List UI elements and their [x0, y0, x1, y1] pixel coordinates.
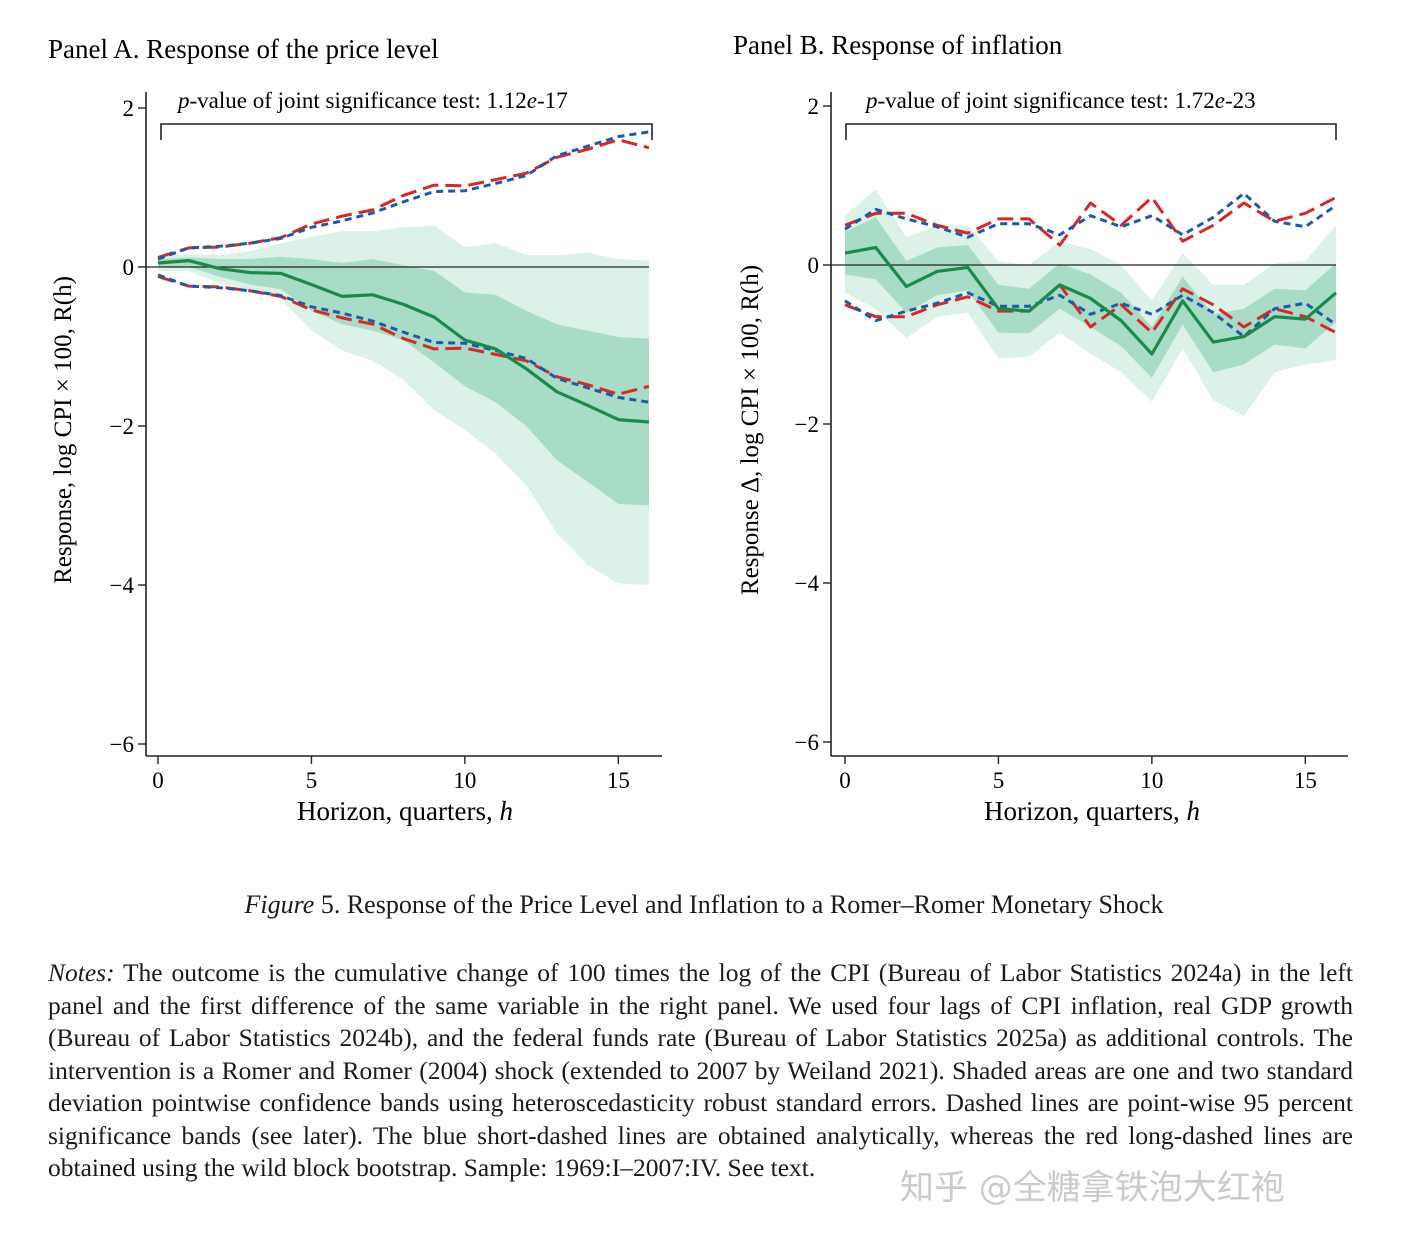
panel-b-xtick-label: 0 [839, 768, 851, 793]
panel-b-ytick-label: 2 [808, 94, 820, 119]
panel-b-xtick-label: 15 [1294, 768, 1317, 793]
panel-b-point-estimate [844, 245, 1338, 356]
panel-a-xtick-label: 10 [453, 768, 476, 793]
panel-a-xtick-label: 0 [152, 768, 164, 793]
panel-b-xtick-label: 5 [993, 768, 1005, 793]
panel-b-pvalue: p-value of joint significance test: 1.72… [864, 88, 1256, 113]
panel-a-xlabel-text: Horizon, quarters, [297, 796, 499, 826]
panel-b-bracket [845, 123, 1337, 140]
panel-a-point-estimate [157, 259, 650, 424]
panel-b-xtick-label: 10 [1140, 768, 1163, 793]
panel-a-title: Panel A. Response of the price level [48, 34, 439, 64]
panel-a-xtick-label: 5 [306, 768, 318, 793]
panel-a-ytick-label: −4 [110, 573, 135, 598]
panel-a-xlabel: Horizon, quarters, h [297, 796, 513, 826]
figure-notes: Notes: The outcome is the cumulative cha… [48, 957, 1353, 1185]
panel-a-pvalue: p-value of joint significance test: 1.12… [176, 88, 568, 113]
panel-a-ylabel: Response, log CPI × 100, R(h) [50, 276, 77, 584]
panel-b-pvalue-text: -value of joint significance test: 1.72 [878, 88, 1215, 113]
figure-notes-text: The outcome is the cumulative change of … [48, 958, 1353, 1182]
panel-b-ytick-label: −6 [795, 730, 819, 755]
panel-b-analytic-upper [844, 191, 1337, 239]
panel-b-xlabel-text: Horizon, quarters, [984, 796, 1186, 826]
panel-b-bootstrap-lower [844, 283, 1337, 335]
panel-b-pvalue-e: e [1215, 88, 1225, 113]
figure-notes-label: Notes: [48, 958, 115, 987]
panel-a-ytick-label: −2 [110, 414, 134, 439]
panel-b-ytick-label: 0 [808, 253, 820, 278]
panel-a-band-1sd [158, 256, 649, 506]
panel-b-pvalue-exp: -23 [1225, 88, 1256, 113]
panel-b-title: Panel B. Response of inflation [733, 30, 1063, 60]
panel-a-ytick-label: 0 [123, 255, 135, 280]
panel-b-ytick-label: −4 [795, 571, 820, 596]
panel-a-pvalue-e: e [527, 88, 537, 113]
panel-b-ylabel: Response Δ, log CPI × 100, R(h) [737, 265, 764, 595]
panel-a-plot: 2 0 −2 −4 −6 0 5 10 15 [110, 92, 662, 793]
figure-caption-text: 5. Response of the Price Level and Infla… [314, 890, 1164, 919]
panel-a-ytick-label: −6 [110, 732, 134, 757]
watermark: 知乎 @全糖拿铁泡大红袍 [900, 1168, 1285, 1208]
figure-caption-label: Figure [244, 890, 315, 919]
panel-a: Panel A. Response of the price level p-v… [48, 34, 662, 826]
panel-a-xlabel-var: h [499, 796, 513, 826]
panel-b-bootstrap-upper [844, 195, 1337, 247]
panel-b-analytic-lower [844, 291, 1337, 339]
figure-caption: Figure 5. Response of the Price Level an… [0, 890, 1408, 920]
panel-b-xlabel: Horizon, quarters, h [984, 796, 1200, 826]
panel-a-analytic-lower [157, 273, 650, 404]
panel-a-analytic-upper [157, 130, 650, 261]
panel-b: Panel B. Response of inflation p-value o… [733, 30, 1348, 826]
panel-a-bootstrap-lower [157, 275, 650, 396]
panel-a-bootstrap-upper [157, 138, 650, 259]
panel-a-pvalue-exp: -17 [537, 88, 568, 113]
panel-b-plot: 2 0 −2 −4 −6 0 5 10 15 [795, 92, 1348, 793]
panel-b-xlabel-var: h [1186, 796, 1200, 826]
panel-a-ytick-label: 2 [123, 96, 135, 121]
panel-b-pvalue-p: p [864, 88, 878, 113]
panel-b-ytick-label: −2 [795, 412, 819, 437]
panel-a-xtick-label: 15 [607, 768, 630, 793]
panel-a-bracket [160, 123, 653, 140]
figure-panels: Panel A. Response of the price level p-v… [48, 30, 1348, 826]
panel-a-pvalue-p: p [176, 88, 190, 113]
panel-a-pvalue-text: -value of joint significance test: 1.12 [190, 88, 527, 113]
